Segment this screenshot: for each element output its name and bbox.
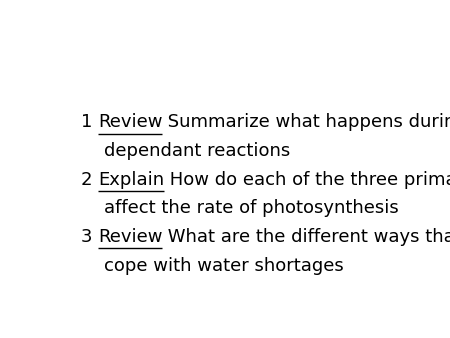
- Text: cope with water shortages: cope with water shortages: [81, 257, 343, 274]
- Text: Summarize what happens during the light: Summarize what happens during the light: [162, 114, 450, 131]
- Text: Explain: Explain: [98, 171, 164, 189]
- Text: Review: Review: [98, 114, 162, 131]
- Text: Review: Review: [98, 228, 162, 246]
- Text: affect the rate of photosynthesis: affect the rate of photosynthesis: [81, 199, 398, 217]
- Text: 1: 1: [81, 114, 98, 131]
- Text: 2: 2: [81, 171, 98, 189]
- Text: How do each of the three primary factors: How do each of the three primary factors: [164, 171, 450, 189]
- Text: dependant reactions: dependant reactions: [81, 142, 290, 160]
- Text: 3: 3: [81, 228, 98, 246]
- Text: What are the different ways that plants: What are the different ways that plants: [162, 228, 450, 246]
